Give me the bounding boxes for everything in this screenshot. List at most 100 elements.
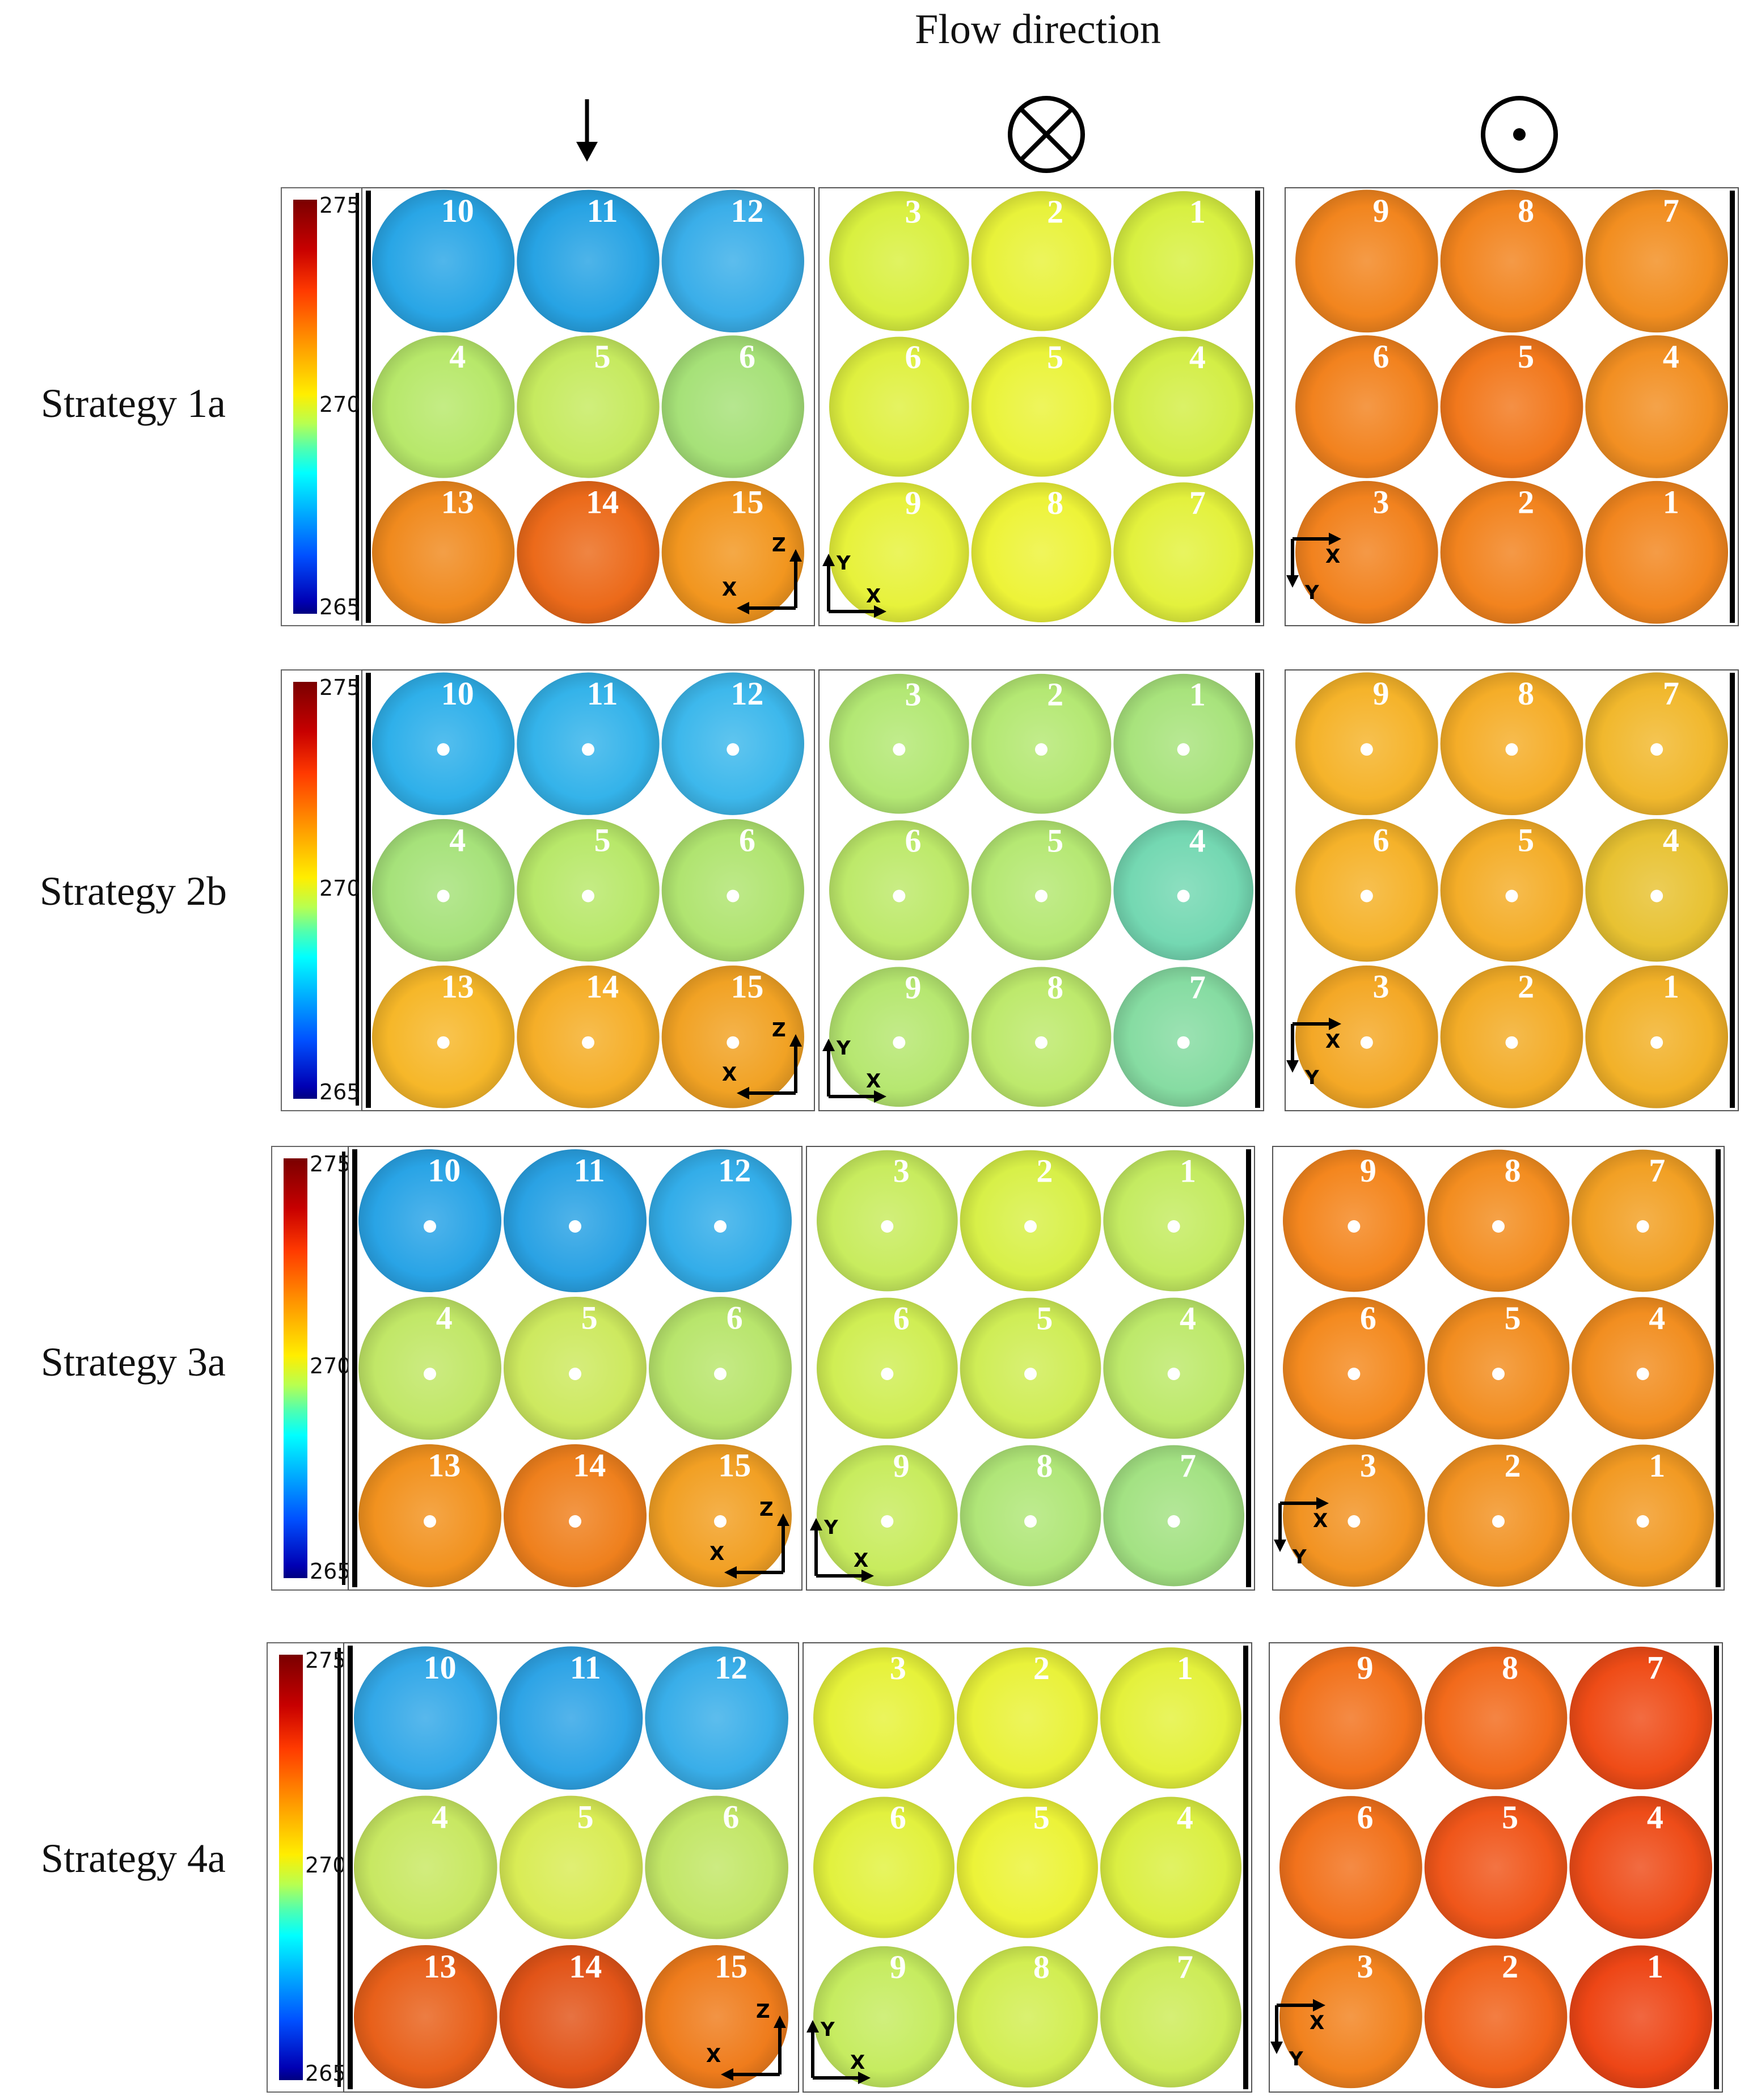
sphere-number: 3 [890,1650,906,1686]
sphere [971,191,1112,331]
svg-text:Y: Y [1304,581,1319,604]
measurement-point [1167,1368,1180,1380]
svg-text:X: X [706,2044,721,2067]
sphere-number: 12 [718,1152,751,1189]
sphere-number: 9 [1373,192,1389,229]
sphere [354,1945,497,2089]
measurement-point [1505,1036,1518,1049]
sphere-number: 1 [1647,1948,1663,1985]
colorbar-tick-mid: 270 [310,1353,351,1378]
boundary-wall [1730,191,1735,623]
measurement-point [893,743,906,756]
sphere [1100,1797,1241,1938]
measurement-point [727,743,740,756]
sphere [1279,1796,1422,1939]
axis-indicator: ZX [722,534,802,614]
sphere [1424,1646,1568,1790]
svg-text:X: X [850,2051,865,2074]
sphere-number: 8 [1047,969,1063,1006]
svg-text:X: X [854,1549,868,1572]
sphere-number: 5 [1502,1799,1518,1836]
sphere [499,1795,643,1939]
flow-direction-title: Flow direction [915,6,1161,53]
axis-indicator: XY [1286,533,1341,604]
measurement-point [582,1036,594,1049]
sphere-number: 8 [1033,1949,1050,1985]
sphere-number: 4 [436,1300,453,1336]
measurement-point [1650,1036,1663,1049]
sphere-number: 1 [1177,1650,1193,1686]
measurement-point [714,1515,727,1528]
sphere-number: 14 [586,968,619,1005]
measurement-point [1177,889,1190,903]
measurement-point [1360,1036,1373,1049]
sphere-number: 2 [1518,483,1534,520]
measurement-point [569,1220,581,1233]
svg-text:X: X [1325,545,1340,568]
colorbar: 275 270 265 [271,1146,351,1591]
sphere-number: 4 [1649,1300,1665,1336]
sphere [1440,189,1583,333]
sphere-number: 12 [730,675,763,712]
colorbar-tick-min: 265 [319,594,361,619]
sphere-number: 4 [1647,1799,1663,1836]
sphere-number: 1 [1649,1447,1665,1484]
colorbar: 275 270 265 [281,187,364,626]
sphere-number: 3 [905,676,922,712]
boundary-wall [352,1149,357,1587]
boundary-wall [1716,1149,1721,1587]
sphere-number: 9 [893,1448,910,1485]
panel-downstream: 10 11 12 4 5 6 13 14 15 Z X [343,1642,799,2093]
sphere [372,481,515,624]
colorbar-gradient [284,1158,307,1578]
sphere-number: 2 [1518,968,1534,1005]
colorbar-tick-mid: 270 [305,1853,347,1878]
sphere-number: 7 [1663,192,1679,229]
sphere-number: 6 [1373,338,1389,375]
axis-indicator: YX [806,2018,871,2084]
sphere [1295,335,1438,478]
sphere [1279,1646,1422,1790]
svg-text:Z: Z [772,534,786,556]
row-label-4: Strategy 4a [41,1836,226,1881]
measurement-point [893,889,906,903]
sphere [1279,1945,1422,2089]
measurement-point [714,1220,727,1233]
sphere-number: 11 [574,1152,605,1189]
sphere-number: 13 [424,1948,457,1985]
sphere-number: 6 [1360,1300,1376,1336]
measurement-point [1348,1368,1361,1380]
sphere-number: 3 [1373,483,1389,520]
sphere-number: 12 [730,192,763,229]
measurement-point [1650,889,1663,903]
sphere [813,1797,954,1938]
boundary-wall [1243,1646,1248,2089]
measurement-point [1348,1220,1361,1233]
sphere-number: 9 [890,1949,906,1985]
sphere-number: 5 [594,821,611,858]
measurement-point [1167,1515,1180,1528]
colorbar-tick-min: 265 [310,1559,351,1584]
axis-indicator: YX [810,1516,874,1582]
axis-indicator: YX [822,1037,886,1103]
svg-text:Y: Y [836,1037,851,1060]
sphere-number: 8 [1047,484,1063,521]
measurement-point [1024,1220,1037,1233]
sphere-number: 6 [905,823,922,859]
sphere-number: 6 [727,1300,743,1336]
sphere-number: 14 [586,484,619,521]
measurement-point [1505,889,1518,903]
axis-indicator: ZX [709,1498,789,1579]
sphere [645,1795,788,1939]
axis-indicator: XY [1286,1018,1341,1089]
sphere-number: 4 [1177,1799,1193,1836]
sphere [813,1946,954,2088]
svg-text:Y: Y [1289,2048,1303,2071]
measurement-point [881,1220,894,1233]
sphere [957,1647,1098,1789]
sphere-number: 6 [723,1799,739,1836]
